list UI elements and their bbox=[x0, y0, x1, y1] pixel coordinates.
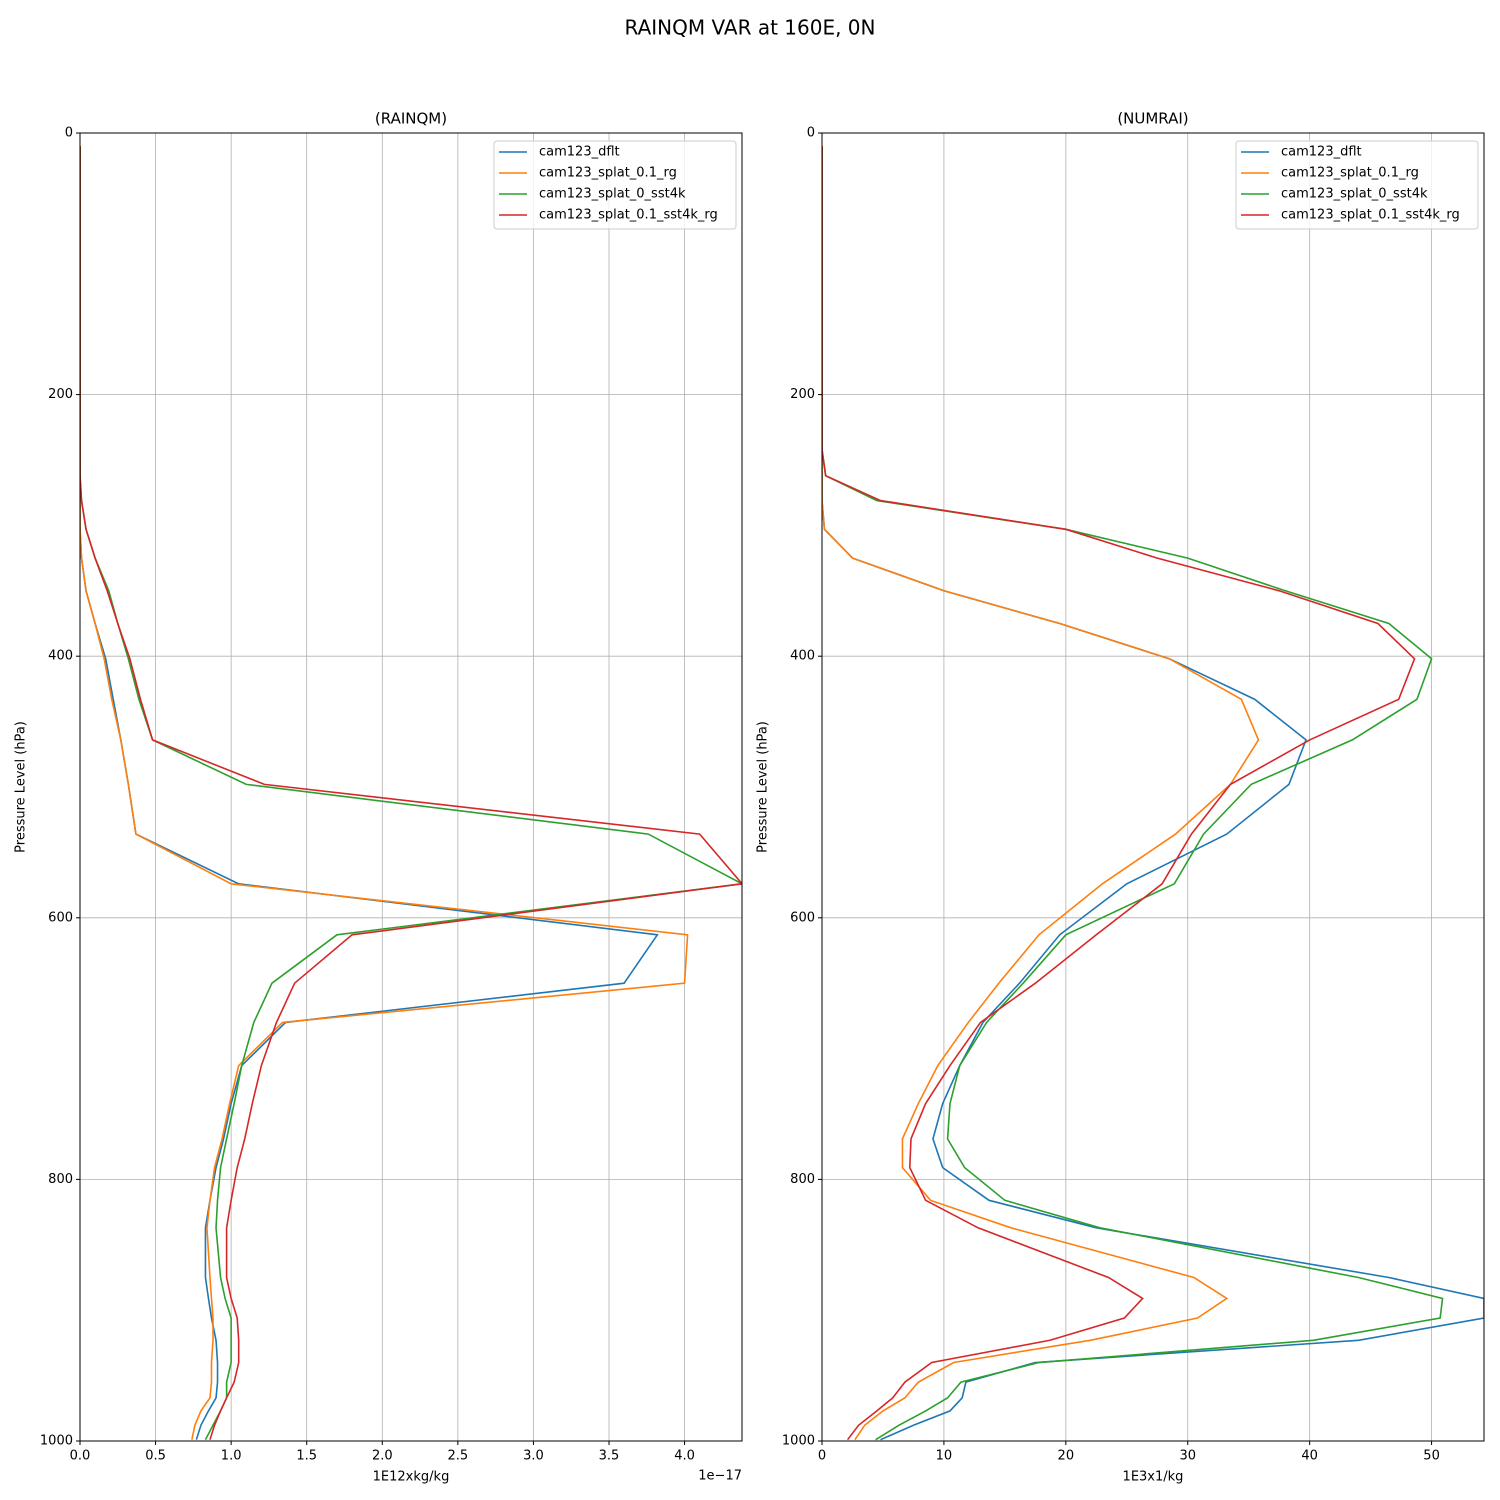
legend-label: cam123_splat_0_sst4k bbox=[1281, 187, 1428, 202]
x-tick-label: 2.5 bbox=[448, 1449, 469, 1464]
legend-label: cam123_splat_0.1_sst4k_rg bbox=[539, 208, 718, 223]
x-tick-label: 3.0 bbox=[523, 1449, 544, 1464]
x-tick-label: 0.0 bbox=[70, 1449, 91, 1464]
x-tick-label: 10 bbox=[936, 1449, 953, 1464]
y-tick-label: 0 bbox=[807, 126, 815, 141]
x-tick-label: 50 bbox=[1423, 1449, 1440, 1464]
y-tick-label: 400 bbox=[48, 649, 73, 664]
x-axis-label: 1E3x1/kg bbox=[1123, 1470, 1184, 1485]
figure-title: RAINQM VAR at 160E, 0N bbox=[625, 16, 876, 40]
axes-title: (RAINQM) bbox=[375, 110, 447, 128]
x-offset-label: 1e−17 bbox=[698, 1469, 742, 1484]
y-tick-label: 400 bbox=[790, 649, 815, 664]
y-tick-label: 0 bbox=[65, 126, 73, 141]
x-tick-label: 4.0 bbox=[674, 1449, 695, 1464]
legend-box bbox=[1235, 140, 1479, 230]
legend-label: cam123_splat_0.1_sst4k_rg bbox=[1281, 208, 1460, 223]
x-tick-label: 40 bbox=[1301, 1449, 1318, 1464]
y-axis-label: Pressure Level (hPa) bbox=[756, 721, 771, 853]
axes-frame bbox=[79, 132, 743, 1442]
y-tick-label: 600 bbox=[48, 910, 73, 925]
y-tick-label: 1000 bbox=[40, 1434, 73, 1449]
x-tick-label: 20 bbox=[1058, 1449, 1075, 1464]
x-tick-label: 3.5 bbox=[599, 1449, 620, 1464]
x-axis-label: 1E12xkg/kg bbox=[373, 1470, 450, 1485]
y-tick-label: 200 bbox=[790, 387, 815, 402]
x-tick-label: 1.5 bbox=[296, 1449, 317, 1464]
legend-box bbox=[493, 140, 737, 230]
series-line bbox=[822, 146, 1416, 1441]
series-line bbox=[80, 146, 742, 1440]
y-axis-label: Pressure Level (hPa) bbox=[14, 721, 29, 853]
y-tick-label: 800 bbox=[790, 1172, 815, 1187]
y-tick-label: 800 bbox=[48, 1172, 73, 1187]
axes-frame bbox=[821, 132, 1485, 1442]
legend-label: cam123_dflt bbox=[539, 145, 620, 160]
y-tick-label: 1000 bbox=[782, 1434, 815, 1449]
series-line bbox=[80, 146, 659, 1440]
legend-label: cam123_splat_0.1_rg bbox=[1281, 166, 1419, 181]
y-tick-label: 200 bbox=[48, 387, 73, 402]
x-tick-label: 0 bbox=[818, 1449, 826, 1464]
y-tick-label: 600 bbox=[790, 910, 815, 925]
x-tick-label: 1.0 bbox=[221, 1449, 242, 1464]
legend-label: cam123_splat_0.1_rg bbox=[539, 166, 677, 181]
series-line bbox=[80, 146, 689, 1440]
x-tick-label: 2.0 bbox=[372, 1449, 393, 1464]
x-tick-label: 0.5 bbox=[145, 1449, 166, 1464]
x-tick-label: 30 bbox=[1179, 1449, 1196, 1464]
legend-label: cam123_dflt bbox=[1281, 145, 1362, 160]
axes-title: (NUMRAI) bbox=[1117, 110, 1188, 128]
series-line bbox=[822, 146, 1260, 1441]
legend-label: cam123_splat_0_sst4k bbox=[539, 187, 686, 202]
